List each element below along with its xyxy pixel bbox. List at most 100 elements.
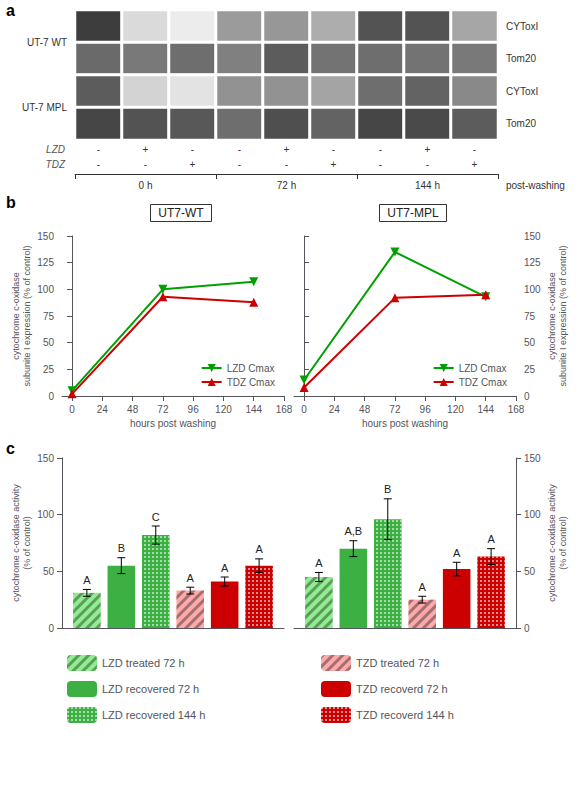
svg-text:A: A (221, 562, 229, 574)
svg-text:50: 50 (524, 566, 536, 577)
svg-text:TDZ Cmax: TDZ Cmax (227, 377, 275, 388)
svg-text:72: 72 (389, 404, 401, 415)
svg-text:144: 144 (245, 404, 262, 415)
svg-text:c: c (6, 440, 15, 457)
svg-text:b: b (6, 194, 16, 211)
svg-text:0 h: 0 h (139, 180, 153, 191)
svg-text:A: A (83, 574, 91, 586)
svg-text:a: a (6, 2, 15, 19)
svg-text:72 h: 72 h (277, 180, 296, 191)
svg-text:TDZ Cmax: TDZ Cmax (459, 377, 507, 388)
svg-text:(% of control): (% of control) (558, 516, 568, 570)
svg-text:LZD: LZD (46, 144, 65, 155)
svg-text:-: - (379, 159, 382, 170)
svg-text:96: 96 (420, 404, 432, 415)
svg-text:0: 0 (69, 404, 75, 415)
svg-text:0: 0 (48, 623, 54, 634)
svg-text:24: 24 (97, 404, 109, 415)
svg-text:LZD Cmax: LZD Cmax (459, 363, 507, 374)
svg-text:50: 50 (524, 337, 536, 348)
svg-text:50: 50 (43, 566, 55, 577)
svg-text:72: 72 (157, 404, 169, 415)
svg-text:24: 24 (329, 404, 341, 415)
svg-text:A: A (187, 572, 195, 584)
svg-text:-: - (238, 144, 241, 155)
svg-text:-: - (97, 159, 100, 170)
svg-text:75: 75 (43, 311, 55, 322)
svg-text:Tom20: Tom20 (506, 118, 536, 129)
svg-text:-: - (379, 144, 382, 155)
svg-text:25: 25 (43, 364, 55, 375)
svg-text:125: 125 (524, 257, 541, 268)
svg-text:75: 75 (524, 311, 536, 322)
svg-text:A: A (487, 533, 495, 545)
svg-text:LZD Cmax: LZD Cmax (227, 363, 275, 374)
svg-text:cytochrome c-oxidase: cytochrome c-oxidase (547, 272, 557, 360)
svg-text:Tom20: Tom20 (506, 53, 536, 64)
svg-text:25: 25 (524, 364, 536, 375)
svg-text:-: - (238, 159, 241, 170)
svg-text:LZD recovered 144 h: LZD recovered 144 h (102, 709, 205, 721)
svg-text:UT7-MPL: UT7-MPL (387, 206, 439, 220)
svg-text:UT-7 MPL: UT-7 MPL (22, 102, 67, 113)
svg-text:-: - (97, 144, 100, 155)
svg-text:96: 96 (188, 404, 200, 415)
svg-text:cytochrome c-oxidase: cytochrome c-oxidase (11, 272, 21, 360)
svg-text:0: 0 (301, 404, 307, 415)
svg-text:-: - (473, 144, 476, 155)
svg-text:-: - (332, 144, 335, 155)
svg-text:LZD treated 72 h: LZD treated 72 h (102, 657, 185, 669)
svg-text:CYToxI: CYToxI (506, 21, 538, 32)
svg-text:CYToxI: CYToxI (506, 86, 538, 97)
svg-text:cytochrome c-oxidase activity: cytochrome c-oxidase activity (547, 484, 557, 602)
svg-text:A: A (315, 557, 323, 569)
svg-text:A: A (255, 543, 263, 555)
svg-text:subunite I expression (% of co: subunite I expression (% of control) (558, 245, 568, 386)
svg-text:0: 0 (48, 391, 54, 402)
svg-text:100: 100 (37, 509, 54, 520)
svg-text:TZD recoverd 72 h: TZD recoverd 72 h (356, 683, 448, 695)
svg-text:168: 168 (508, 404, 525, 415)
svg-text:0: 0 (524, 391, 530, 402)
svg-text:48: 48 (127, 404, 139, 415)
svg-text:B: B (118, 542, 125, 554)
svg-text:48: 48 (359, 404, 371, 415)
svg-text:post-washing: post-washing (506, 180, 565, 191)
svg-text:cytochrome c-oxidase activity: cytochrome c-oxidase activity (11, 484, 21, 602)
svg-text:+: + (472, 159, 478, 170)
svg-text:A,B: A,B (344, 525, 362, 537)
svg-text:B: B (384, 483, 391, 495)
svg-text:TZD recoverd 144 h: TZD recoverd 144 h (356, 709, 454, 721)
svg-text:100: 100 (37, 284, 54, 295)
svg-text:hours post washing: hours post washing (362, 418, 448, 429)
svg-text:144: 144 (477, 404, 494, 415)
svg-text:125: 125 (37, 257, 54, 268)
svg-text:+: + (331, 159, 337, 170)
svg-text:100: 100 (524, 509, 541, 520)
svg-text:150: 150 (37, 453, 54, 464)
svg-text:50: 50 (43, 337, 55, 348)
svg-text:120: 120 (447, 404, 464, 415)
svg-text:144 h: 144 h (415, 180, 440, 191)
svg-text:150: 150 (37, 231, 54, 242)
svg-text:LZD recovered 72 h: LZD recovered 72 h (102, 683, 199, 695)
svg-text:UT-7 WT: UT-7 WT (27, 37, 67, 48)
svg-text:TZD treated 72 h: TZD treated 72 h (356, 657, 439, 669)
svg-text:A: A (419, 581, 427, 593)
svg-text:subunite I expression (% of co: subunite I expression (% of control) (22, 245, 32, 386)
svg-text:TDZ: TDZ (46, 159, 66, 170)
svg-text:-: - (426, 159, 429, 170)
svg-text:150: 150 (524, 453, 541, 464)
svg-text:+: + (425, 144, 431, 155)
svg-text:UT7-WT: UT7-WT (158, 206, 204, 220)
svg-text:168: 168 (276, 404, 293, 415)
svg-text:150: 150 (524, 231, 541, 242)
svg-text:(% of control): (% of control) (22, 516, 32, 570)
svg-text:hours post washing: hours post washing (130, 418, 216, 429)
svg-text:100: 100 (524, 284, 541, 295)
svg-text:-: - (191, 144, 194, 155)
svg-text:+: + (284, 144, 290, 155)
svg-text:-: - (144, 159, 147, 170)
svg-text:C: C (152, 511, 160, 523)
svg-text:A: A (453, 547, 461, 559)
